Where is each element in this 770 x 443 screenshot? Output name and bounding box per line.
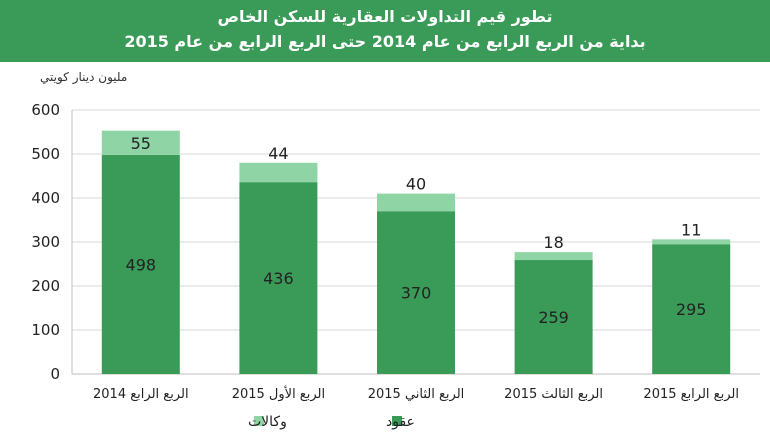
- bar-agencies: [377, 193, 455, 212]
- chart-title: تطور قيم التداولات العقارية للسكن الخاص: [217, 7, 553, 26]
- data-label-contracts: 370: [401, 284, 432, 303]
- bar-agencies: [101, 130, 180, 155]
- chart-subtitle: بداية من الربع الرابع من عام 2014 حتى ال…: [124, 32, 646, 51]
- x-tick-label: الربع الأول 2015: [232, 385, 325, 402]
- x-tick-label: الربع الثالث 2015: [504, 387, 603, 402]
- data-label-agencies: 40: [406, 175, 426, 194]
- y-tick-label: 200: [31, 277, 60, 295]
- x-tick-label: الربع الرابع 2015: [643, 387, 739, 402]
- y-tick-label: 600: [31, 101, 60, 119]
- bar-contracts: [101, 154, 180, 374]
- y-tick-label: 100: [31, 321, 60, 339]
- y-axis-unit-label: مليون دينار كويتي: [40, 70, 128, 84]
- bar-agencies: [239, 162, 318, 183]
- y-tick-label: 400: [31, 189, 60, 207]
- bar-contracts: [377, 211, 455, 374]
- legend-label-agencies: وكالات: [248, 414, 287, 430]
- data-label-contracts: 295: [676, 300, 707, 319]
- legend-swatch-contracts: [392, 416, 402, 426]
- y-tick-label: 500: [31, 145, 60, 163]
- bar-agencies: [514, 252, 593, 261]
- data-label-agencies: 55: [131, 134, 151, 153]
- data-label-contracts: 498: [126, 255, 157, 274]
- data-label-contracts: 259: [538, 308, 569, 327]
- data-label-contracts: 436: [263, 269, 294, 288]
- y-tick-label: 300: [31, 233, 60, 251]
- data-label-agencies: 11: [681, 220, 701, 239]
- x-tick-label: الربع الرابع 2014: [93, 387, 189, 402]
- bar-agencies: [652, 239, 731, 245]
- data-label-agencies: 44: [268, 144, 288, 163]
- y-tick-label: 0: [50, 365, 60, 383]
- bar-contracts: [652, 244, 731, 374]
- bar-contracts: [514, 260, 593, 374]
- legend-label-contracts: عقود: [386, 414, 415, 430]
- data-label-agencies: 18: [543, 233, 563, 252]
- x-tick-label: الربع الثاني 2015: [368, 387, 465, 402]
- bar-contracts: [239, 182, 318, 374]
- legend-swatch-agencies: [254, 416, 264, 426]
- chart-header: تطور قيم التداولات العقارية للسكن الخاص …: [0, 0, 770, 62]
